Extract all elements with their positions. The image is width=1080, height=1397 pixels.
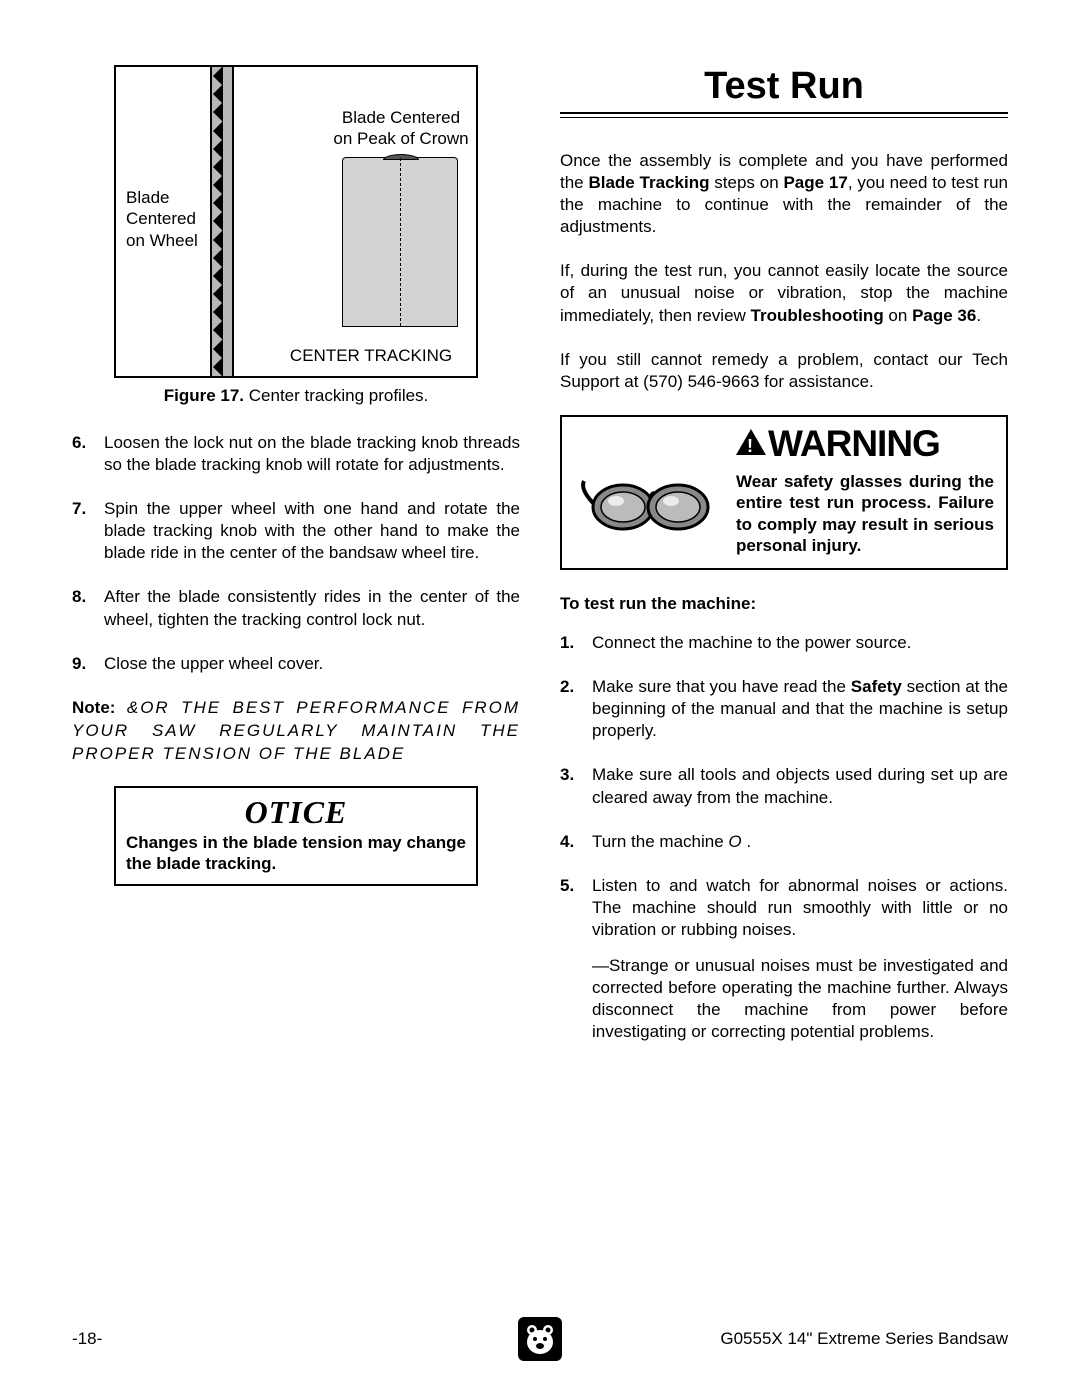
step-num: 9. bbox=[72, 653, 104, 675]
step-num: 1. bbox=[560, 632, 592, 654]
p1c: steps on bbox=[709, 173, 783, 192]
page-columns: Blade Centered on Wheel Blade Centered o… bbox=[72, 65, 1008, 1065]
step-r5-sub: —Strange or unusual noises must be inves… bbox=[592, 955, 1008, 1043]
step-num: 8. bbox=[72, 586, 104, 630]
title-rule bbox=[560, 112, 1008, 118]
step-text: Listen to and watch for abnormal noises … bbox=[592, 875, 1008, 1044]
step-num: 4. bbox=[560, 831, 592, 853]
step-num: 3. bbox=[560, 764, 592, 808]
p1b: Blade Tracking bbox=[588, 173, 709, 192]
p2b: Troubleshooting bbox=[751, 306, 884, 325]
step-r5: 5. Listen to and watch for abnormal nois… bbox=[560, 875, 1008, 1044]
warning-header: WARNING bbox=[736, 421, 994, 467]
step-r2: 2.Make sure that you have read the Safet… bbox=[560, 676, 1008, 742]
step-num: 7. bbox=[72, 498, 104, 564]
step-r3: 3.Make sure all tools and objects used d… bbox=[560, 764, 1008, 808]
warning-header-text: WARNING bbox=[768, 421, 940, 467]
step-text: Loosen the lock nut on the blade trackin… bbox=[104, 432, 520, 476]
crown-centerline bbox=[400, 158, 401, 326]
note-body: &OR THE BEST PERFORMANCE FROM YOUR SAW R… bbox=[72, 698, 520, 763]
figure-caption: Figure 17. Center tracking profiles. bbox=[72, 386, 520, 406]
step-6: 6.Loosen the lock nut on the blade track… bbox=[72, 432, 520, 476]
p2c: on bbox=[884, 306, 912, 325]
step-text: Make sure that you have read the Safety … bbox=[592, 676, 1008, 742]
intro-para-3: If you still cannot remedy a problem, co… bbox=[560, 349, 1008, 393]
section-title: Test Run bbox=[560, 65, 1008, 108]
step-text: Connect the machine to the power source. bbox=[592, 632, 1008, 654]
step-num: 6. bbox=[72, 432, 104, 476]
right-column: Test Run Once the assembly is complete a… bbox=[560, 65, 1008, 1065]
safety-glasses-icon bbox=[574, 425, 722, 556]
step-9: 9.Close the upper wheel cover. bbox=[72, 653, 520, 675]
figure-17-box: Blade Centered on Wheel Blade Centered o… bbox=[114, 65, 478, 378]
step-text: Make sure all tools and objects used dur… bbox=[592, 764, 1008, 808]
footer-product: G0555X 14" Extreme Series Bandsaw bbox=[720, 1329, 1008, 1349]
warning-right: WARNING Wear safety glasses during the e… bbox=[736, 425, 994, 556]
left-column: Blade Centered on Wheel Blade Centered o… bbox=[72, 65, 520, 1065]
intro-para-1: Once the assembly is complete and you ha… bbox=[560, 150, 1008, 238]
notice-body: Changes in the blade tension may change … bbox=[126, 832, 466, 875]
notice-box: OTICE Changes in the blade tension may c… bbox=[114, 786, 478, 887]
bear-logo-icon bbox=[518, 1317, 562, 1361]
figure-label-top: Blade Centered on Peak of Crown bbox=[316, 107, 486, 150]
crown-profile bbox=[342, 157, 458, 327]
intro-para-2: If, during the test run, you cannot easi… bbox=[560, 260, 1008, 326]
page-footer: -18- G0555X 14" Extreme Series Bandsaw bbox=[72, 1329, 1008, 1349]
crown-cap bbox=[383, 154, 419, 160]
notice-title: OTICE bbox=[126, 792, 466, 832]
footer-logo bbox=[518, 1317, 562, 1361]
p2d: Page 36 bbox=[912, 306, 976, 325]
test-run-subhead: To test run the machine: bbox=[560, 594, 1008, 614]
figure-caption-text: Center tracking profiles. bbox=[244, 386, 428, 405]
step-num: 2. bbox=[560, 676, 592, 742]
note-lead: Note: bbox=[72, 698, 115, 717]
step-text: After the blade consistently rides in th… bbox=[104, 586, 520, 630]
warning-box: WARNING Wear safety glasses during the e… bbox=[560, 415, 1008, 570]
footer-page-number: -18- bbox=[72, 1329, 102, 1349]
p2e: . bbox=[976, 306, 981, 325]
step-num: 5. bbox=[560, 875, 592, 1044]
figure-caption-num: Figure 17. bbox=[164, 386, 244, 405]
p1d: Page 17 bbox=[783, 173, 847, 192]
step-text: Turn the machine O . bbox=[592, 831, 1008, 853]
warning-triangle-icon bbox=[736, 429, 766, 455]
step-text: Close the upper wheel cover. bbox=[104, 653, 520, 675]
step-8: 8.After the blade consistently rides in … bbox=[72, 586, 520, 630]
note-block: Note: &OR THE BEST PERFORMANCE FROM YOUR… bbox=[72, 697, 520, 766]
step-7: 7.Spin the upper wheel with one hand and… bbox=[72, 498, 520, 564]
step-r4: 4.Turn the machine O . bbox=[560, 831, 1008, 853]
warning-body: Wear safety glasses during the entire te… bbox=[736, 471, 994, 556]
step-text: Spin the upper wheel with one hand and r… bbox=[104, 498, 520, 564]
figure-label-left: Blade Centered on Wheel bbox=[126, 187, 198, 251]
right-instructions: 1.Connect the machine to the power sourc… bbox=[560, 632, 1008, 1043]
left-instructions: 6.Loosen the lock nut on the blade track… bbox=[72, 432, 520, 675]
step-r1: 1.Connect the machine to the power sourc… bbox=[560, 632, 1008, 654]
figure-label-bottom: CENTER TRACKING bbox=[266, 346, 476, 366]
blade-teeth bbox=[213, 67, 223, 376]
